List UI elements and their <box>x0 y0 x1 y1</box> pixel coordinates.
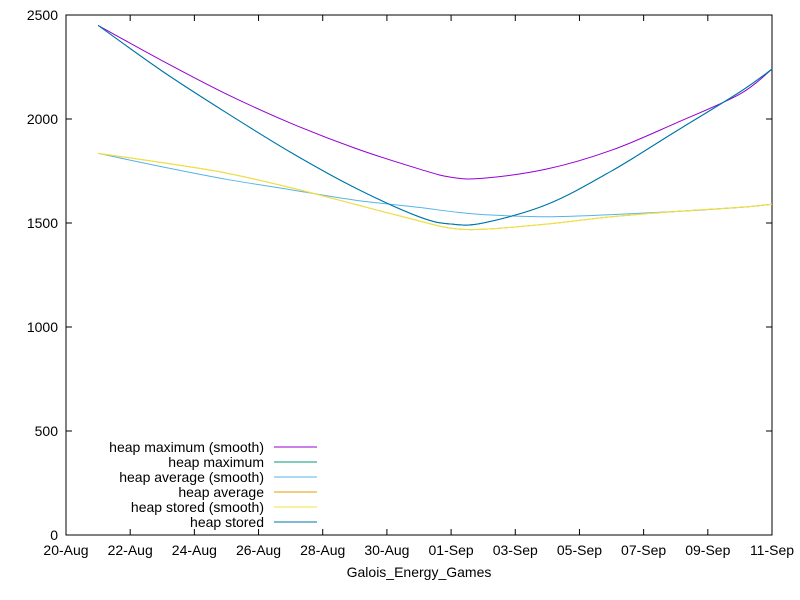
y-tick-label: 2000 <box>27 111 58 127</box>
y-tick-label: 500 <box>35 423 59 439</box>
x-tick-label: 09-Sep <box>685 542 730 558</box>
legend-label: heap average (smooth) <box>119 469 264 485</box>
series-line-heap-stored-smooth <box>98 153 772 229</box>
legend-label: heap average <box>178 484 264 500</box>
x-tick-label: 28-Aug <box>300 542 345 558</box>
x-tick-label: 05-Sep <box>557 542 602 558</box>
y-tick-label: 2500 <box>27 7 58 23</box>
legend-label: heap maximum <box>168 454 264 470</box>
legend-label: heap maximum (smooth) <box>109 439 264 455</box>
y-axis: 0 500 1000 1500 2000 2500 <box>27 7 772 543</box>
y-tick-label: 1000 <box>27 319 58 335</box>
legend-label: heap stored <box>190 514 264 530</box>
legend-label: heap stored (smooth) <box>131 499 264 515</box>
x-tick-label: 07-Sep <box>621 542 666 558</box>
series-line-heap-maximum-smooth <box>98 25 772 179</box>
x-tick-label: 30-Aug <box>364 542 409 558</box>
series-line-heap-average <box>98 153 772 229</box>
x-tick-label: 03-Sep <box>493 542 538 558</box>
x-tick-label: 20-Aug <box>43 542 88 558</box>
y-tick-label: 0 <box>50 527 58 543</box>
x-tick-label: 11-Sep <box>750 542 794 558</box>
x-tick-label: 22-Aug <box>108 542 153 558</box>
y-tick-label: 1500 <box>27 215 58 231</box>
x-tick-label: 24-Aug <box>172 542 217 558</box>
x-tick-label: 01-Sep <box>429 542 474 558</box>
x-tick-label: 26-Aug <box>236 542 281 558</box>
series-lines <box>98 25 772 229</box>
series-line-heap-average-smooth <box>98 153 772 216</box>
x-axis-title: Galois_Energy_Games <box>347 564 492 580</box>
